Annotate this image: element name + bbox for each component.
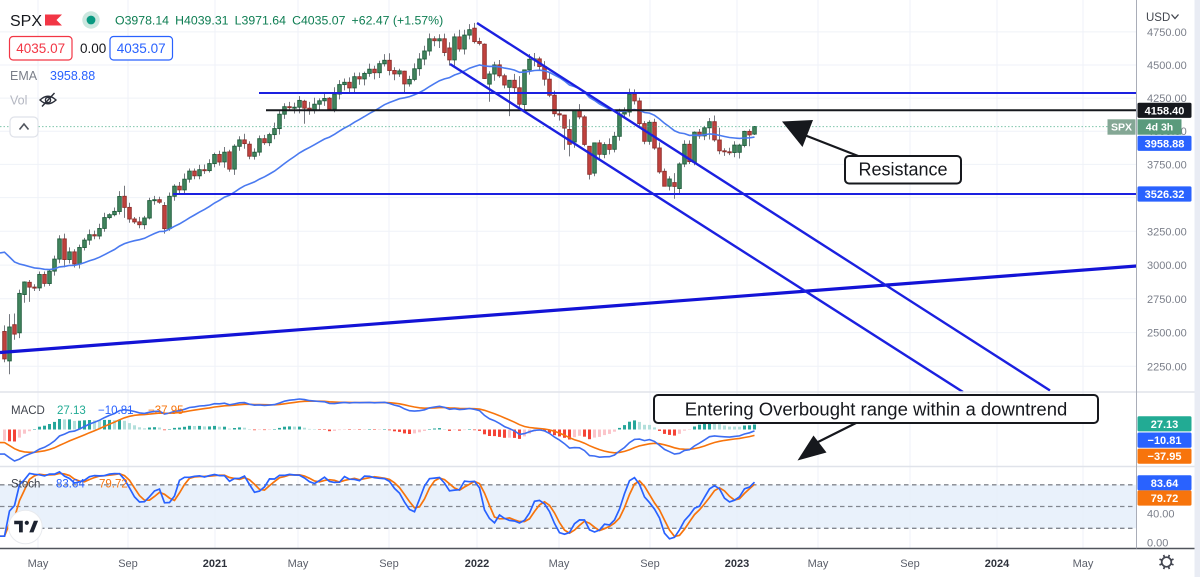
svg-text:2023: 2023 (725, 558, 749, 570)
svg-text:79.72: 79.72 (1151, 493, 1179, 505)
svg-text:−37.95: −37.95 (148, 405, 184, 417)
svg-text:2022: 2022 (465, 558, 489, 570)
svg-text:Resistance: Resistance (858, 160, 947, 180)
svg-text:MACD: MACD (11, 405, 45, 417)
svg-text:Entering Overbought range with: Entering Overbought range within a downt… (685, 399, 1068, 420)
svg-text:3250.00: 3250.00 (1147, 226, 1187, 238)
svg-text:May: May (549, 558, 570, 570)
svg-text:O3978.14 H4039.31 L3971.64 C40: O3978.14 H4039.31 L3971.64 C4035.07 +62.… (115, 14, 443, 28)
svg-text:SPX: SPX (10, 13, 42, 30)
svg-text:−10.81: −10.81 (98, 405, 134, 417)
svg-text:2750.00: 2750.00 (1147, 294, 1187, 306)
svg-text:Stoch: Stoch (11, 479, 40, 491)
svg-text:27.13: 27.13 (1151, 419, 1179, 431)
svg-text:83.64: 83.64 (56, 479, 85, 491)
svg-text:2500.00: 2500.00 (1147, 328, 1187, 340)
svg-text:4250.00: 4250.00 (1147, 93, 1187, 105)
svg-text:Sep: Sep (118, 558, 138, 570)
svg-text:4750.00: 4750.00 (1147, 27, 1187, 39)
svg-text:2021: 2021 (203, 558, 227, 570)
svg-text:May: May (808, 558, 829, 570)
svg-text:Sep: Sep (640, 558, 660, 570)
svg-text:2024: 2024 (985, 558, 1010, 570)
svg-text:3958.88: 3958.88 (50, 69, 95, 83)
svg-text:Sep: Sep (900, 558, 920, 570)
svg-text:40.00: 40.00 (1147, 509, 1175, 521)
svg-text:79.72: 79.72 (99, 479, 128, 491)
svg-text:83.64: 83.64 (1151, 478, 1179, 490)
svg-text:Vol: Vol (10, 94, 27, 108)
svg-text:−10.81: −10.81 (1148, 435, 1182, 447)
svg-text:4035.07: 4035.07 (117, 41, 166, 56)
svg-text:SPX: SPX (1111, 122, 1132, 134)
svg-text:0.00: 0.00 (80, 41, 106, 56)
svg-text:4035.07: 4035.07 (16, 41, 65, 56)
svg-text:May: May (28, 558, 49, 570)
svg-text:3958.88: 3958.88 (1145, 138, 1185, 150)
svg-text:−37.95: −37.95 (1148, 451, 1182, 463)
svg-text:USD: USD (1146, 12, 1170, 24)
svg-text:3526.32: 3526.32 (1145, 189, 1185, 201)
svg-text:0.00: 0.00 (1147, 538, 1168, 550)
svg-text:4158.40: 4158.40 (1145, 105, 1185, 117)
svg-text:May: May (288, 558, 309, 570)
svg-text:3750.00: 3750.00 (1147, 159, 1187, 171)
svg-text:May: May (1073, 558, 1094, 570)
svg-text:4d 3h: 4d 3h (1146, 122, 1173, 134)
svg-text:4500.00: 4500.00 (1147, 60, 1187, 72)
svg-text:27.13: 27.13 (57, 405, 86, 417)
svg-text:EMA: EMA (10, 69, 38, 83)
svg-text:2250.00: 2250.00 (1147, 361, 1187, 373)
svg-text:3000.00: 3000.00 (1147, 260, 1187, 272)
svg-text:Sep: Sep (379, 558, 399, 570)
